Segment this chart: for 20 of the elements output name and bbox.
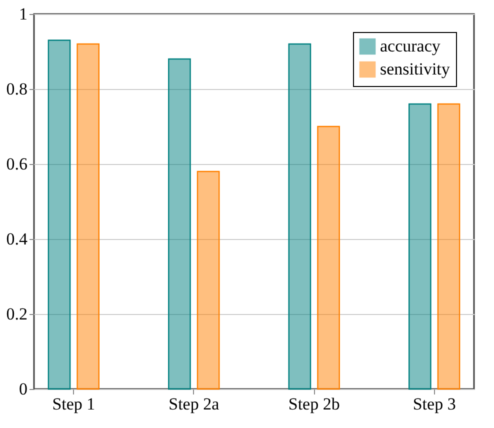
x-tick-label: Step 2b bbox=[288, 394, 340, 414]
y-tick-label: 0 bbox=[19, 380, 28, 398]
x-tick-label: Step 2a bbox=[168, 394, 220, 414]
bar bbox=[288, 43, 312, 390]
y-tick-label: 0.4 bbox=[6, 230, 28, 248]
bar bbox=[76, 43, 100, 390]
x-tick-label: Step 3 bbox=[412, 394, 456, 414]
y-tick-label: 1 bbox=[19, 4, 28, 24]
legend-label: sensitivity bbox=[380, 60, 450, 78]
y-tick-label: 0.8 bbox=[6, 80, 28, 98]
y-tick-label: 0.6 bbox=[6, 154, 28, 174]
bar bbox=[48, 40, 71, 390]
y-tick-label: 0.2 bbox=[6, 304, 28, 324]
bar bbox=[408, 103, 432, 390]
legend-label: accuracy bbox=[380, 36, 441, 56]
x-tick-label: Step 1 bbox=[52, 394, 96, 414]
bar bbox=[196, 170, 220, 390]
bar bbox=[168, 58, 191, 390]
bar bbox=[437, 103, 460, 390]
bar bbox=[317, 126, 340, 390]
